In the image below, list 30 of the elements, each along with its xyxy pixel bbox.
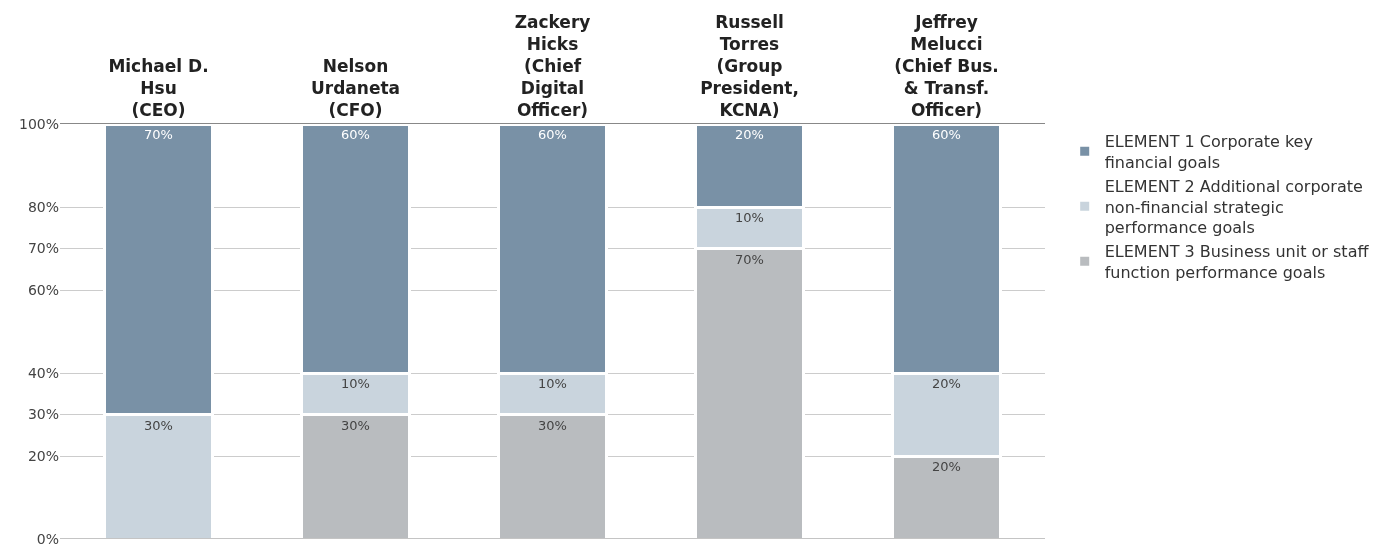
y-tick-label: 100% xyxy=(18,115,59,132)
data-label: 60% xyxy=(932,127,961,142)
data-label: 20% xyxy=(932,376,961,391)
data-label: 70% xyxy=(735,251,764,267)
data-label: 10% xyxy=(341,376,370,391)
data-label: 30% xyxy=(341,417,370,433)
data-label: 20% xyxy=(932,459,961,474)
data-label: 60% xyxy=(538,127,567,142)
y-tick-label: 80% xyxy=(27,198,59,215)
data-label: 20% xyxy=(735,127,764,142)
y-tick-label: 70% xyxy=(27,240,59,257)
data-label: 30% xyxy=(538,417,567,433)
y-tick-label: 20% xyxy=(27,447,59,464)
legend-label: ELEMENT 1 Corporate key financial goals xyxy=(1104,132,1313,172)
x-tick-label: Nelson Urdaneta (CFO) xyxy=(310,56,401,121)
x-tick-label: Michael D. Hsu (CEO) xyxy=(108,56,209,121)
x-tick-label: Russell Torres (Group President, KCNA) xyxy=(700,11,799,121)
data-label: 30% xyxy=(144,417,173,433)
x-tick-label: Zackery Hicks (Chief Digital Officer) xyxy=(514,11,591,121)
y-tick-label: 0% xyxy=(36,530,59,547)
data-label: 60% xyxy=(341,127,370,142)
data-label: 10% xyxy=(735,210,764,225)
data-label: 70% xyxy=(144,127,173,142)
x-tick-label: Jeffrey Melucci (Chief Bus. & Transf. Officer) xyxy=(894,11,999,121)
y-tick-label: 30% xyxy=(27,406,59,423)
legend-label: ELEMENT 3 Business unit or staff function performance goals xyxy=(1104,242,1370,282)
legend-label: ELEMENT 2 Additional corporate non-financial strategic performance goals xyxy=(1104,176,1363,238)
y-tick-label: 60% xyxy=(27,281,59,298)
data-label: 10% xyxy=(538,376,567,391)
y-tick-label: 40% xyxy=(27,364,59,381)
